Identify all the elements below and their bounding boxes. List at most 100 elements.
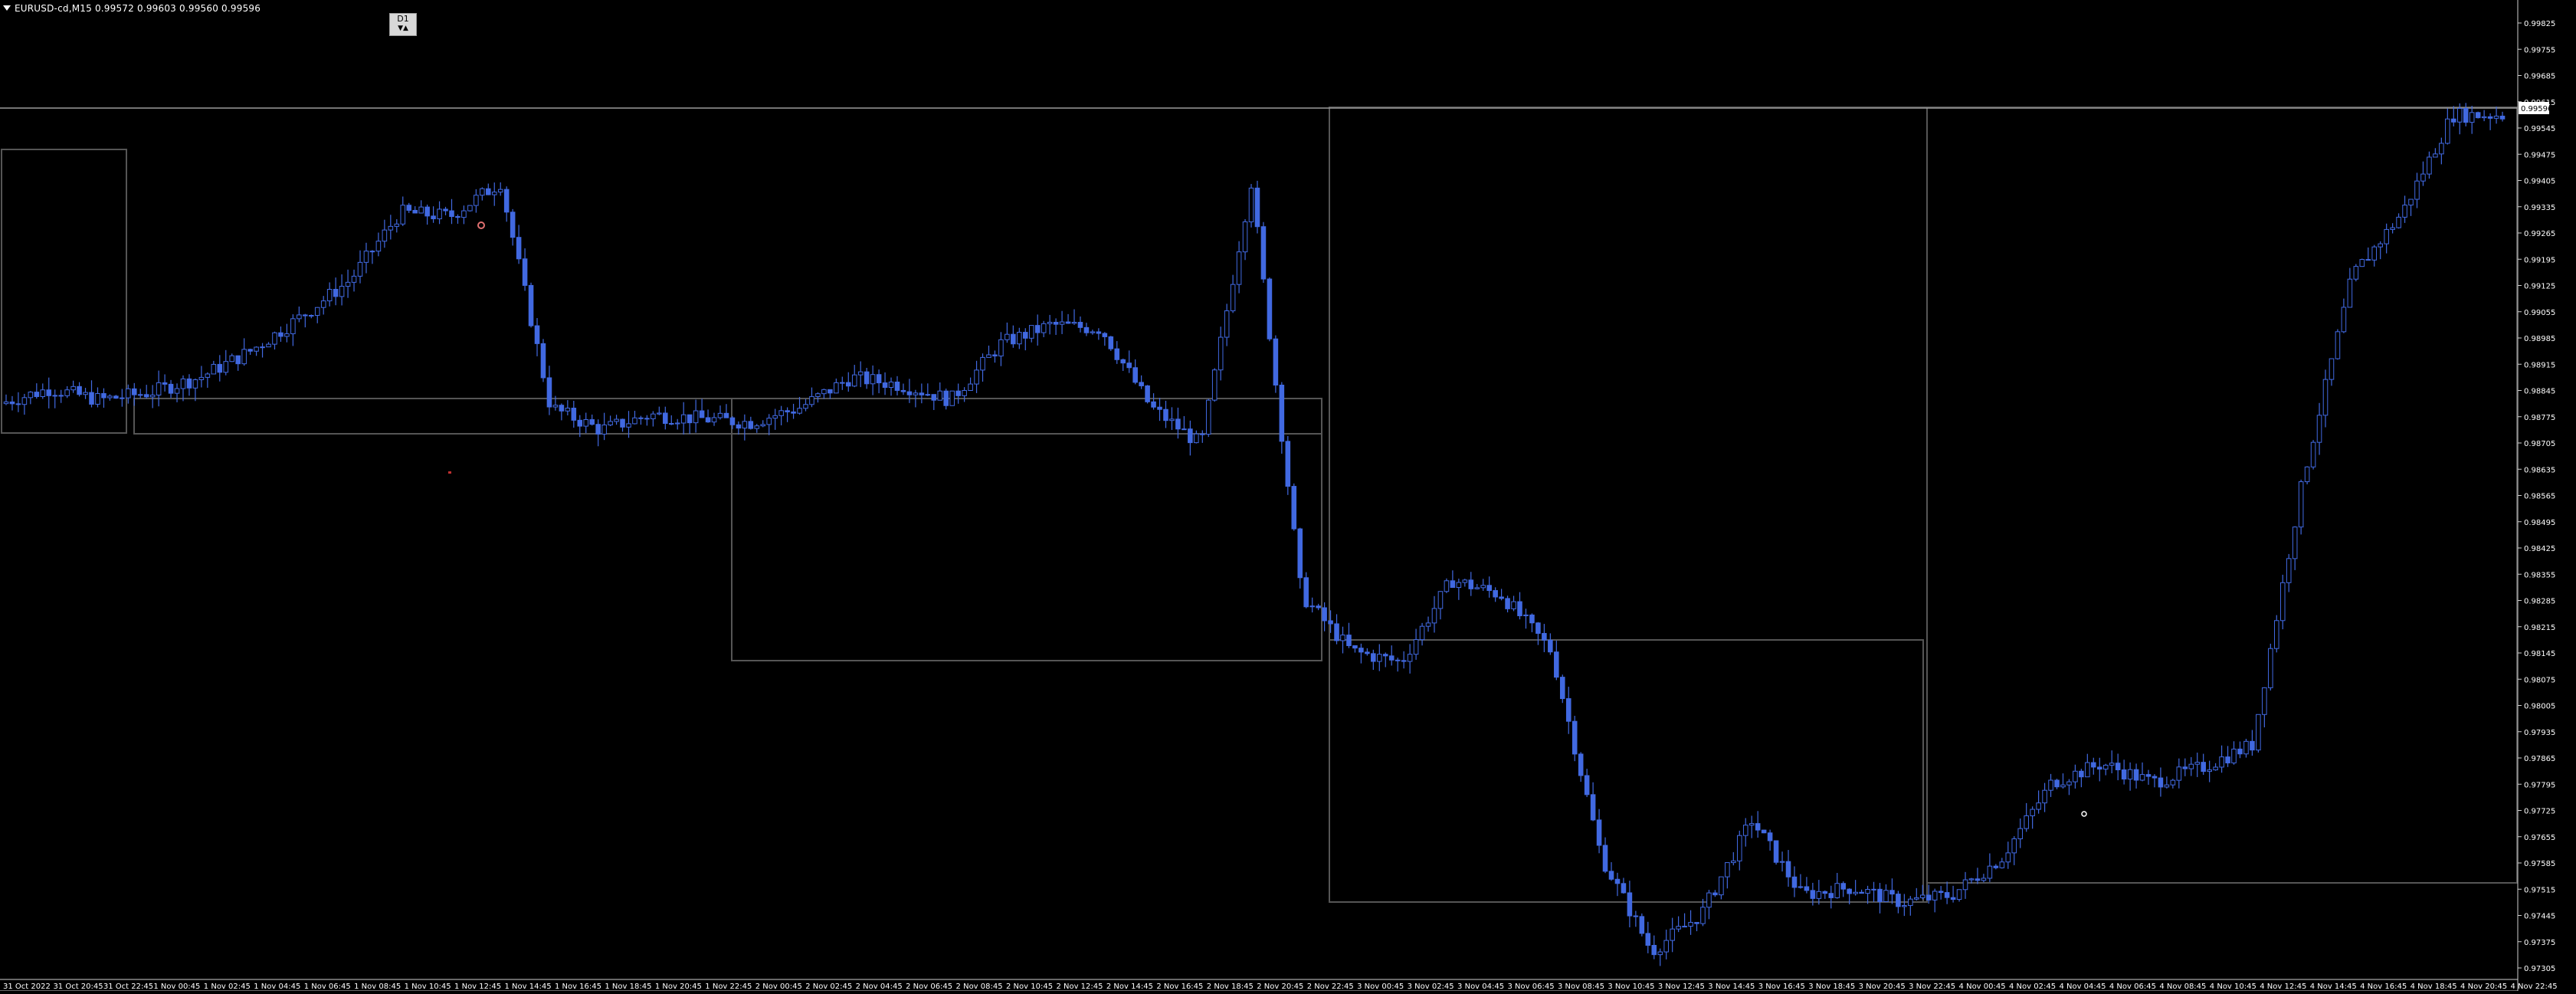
- candle-body: [1022, 332, 1028, 339]
- candle-body: [919, 392, 925, 395]
- candle-body: [2493, 116, 2499, 119]
- candle-body: [21, 397, 28, 405]
- candle-body: [2127, 769, 2133, 780]
- rectangle-object[interactable]: [1926, 107, 2518, 884]
- timeframe-button[interactable]: D1 ▼▲: [389, 13, 417, 36]
- price-label: 0.98075: [2524, 676, 2555, 684]
- candle-body: [198, 376, 205, 380]
- candle-body: [168, 383, 174, 394]
- candle-body: [2194, 762, 2201, 765]
- candle-body: [2273, 620, 2279, 649]
- candle-body: [58, 395, 64, 397]
- candle-body: [235, 355, 241, 365]
- candle-body: [1840, 883, 1846, 890]
- candle-body: [266, 343, 271, 348]
- time-axis-labels[interactable]: 31 Oct 2022 31 Oct 20:45 31 Oct 22:45 1 Nov…: [3, 983, 2558, 991]
- price-label: 0.97585: [2524, 860, 2555, 868]
- up-down-arrows-icon: ▼▲: [398, 25, 408, 32]
- candle-body: [1688, 922, 1693, 927]
- time-label: 1 Nov 12:45: [454, 983, 501, 991]
- candle-body: [375, 241, 382, 252]
- candle-body: [711, 417, 717, 423]
- candle-body: [474, 195, 479, 206]
- price-axis-labels[interactable]: 0.998250.997550.996850.996150.995450.994…: [2518, 20, 2555, 973]
- candle-body: [1571, 720, 1578, 755]
- candle-body: [241, 349, 247, 365]
- candle-body: [1511, 601, 1516, 609]
- candle-body: [931, 394, 937, 401]
- candle-body: [485, 188, 491, 195]
- time-label: 2 Nov 08:45: [956, 983, 1003, 991]
- time-label: 3 Nov 18:45: [1808, 983, 1855, 991]
- time-label: 3 Nov 06:45: [1508, 983, 1555, 991]
- candle-body: [406, 205, 412, 211]
- candle-body: [1621, 883, 1627, 894]
- candle-body: [1011, 333, 1016, 345]
- trade-markers: [448, 221, 2087, 817]
- candle-body: [1822, 891, 1828, 894]
- candle-body: [1785, 861, 1791, 878]
- time-label: 2 Nov 06:45: [906, 983, 952, 991]
- candle-body: [1157, 406, 1162, 410]
- candle-body: [1919, 894, 1925, 898]
- rectangle-object[interactable]: [1, 149, 127, 434]
- candle-body: [1486, 585, 1492, 592]
- candle-body: [1303, 577, 1309, 608]
- time-label: 2 Nov 20:45: [1257, 983, 1303, 991]
- candle-body: [278, 332, 283, 337]
- candle-body: [894, 381, 900, 391]
- candle-body: [2262, 687, 2267, 715]
- candle-body: [1614, 878, 1621, 884]
- candle-body: [962, 389, 967, 396]
- price-label: 0.99335: [2524, 204, 2555, 212]
- candle-body: [595, 424, 601, 435]
- candle-body: [339, 286, 345, 297]
- dropdown-triangle-icon[interactable]: [3, 5, 11, 11]
- candle-body: [1334, 623, 1339, 641]
- candle-body: [297, 314, 302, 320]
- candle-body: [1468, 579, 1474, 589]
- candle-body: [1230, 284, 1236, 312]
- candle-body: [1859, 891, 1864, 894]
- price-label: 0.99475: [2524, 151, 2555, 159]
- time-label: 2 Nov 02:45: [805, 983, 852, 991]
- candle-body: [1211, 369, 1218, 401]
- price-label: 0.98005: [2524, 703, 2555, 711]
- time-label: 3 Nov 12:45: [1658, 983, 1705, 991]
- candle-body: [626, 423, 631, 428]
- candle-body: [1285, 441, 1291, 487]
- time-label: 1 Nov 10:45: [405, 983, 451, 991]
- candle-body: [1804, 886, 1810, 891]
- rectangle-object[interactable]: [731, 398, 1322, 661]
- candle-body: [156, 382, 162, 395]
- candle-body: [821, 389, 827, 395]
- candle-body: [857, 371, 864, 376]
- candle-body: [351, 275, 357, 283]
- time-label: 4 Nov 00:45: [1959, 983, 2006, 991]
- candle-body: [2329, 358, 2335, 380]
- candle-body: [1871, 888, 1876, 891]
- candle-body: [778, 410, 784, 416]
- time-label: 3 Nov 20:45: [1859, 983, 1906, 991]
- candle-body: [1590, 794, 1596, 821]
- candle-body: [89, 392, 94, 405]
- price-label: 0.98215: [2524, 624, 2555, 632]
- candle-body: [64, 389, 70, 396]
- candle-body: [2420, 173, 2426, 182]
- candle-body: [742, 421, 748, 429]
- candle-body: [290, 318, 296, 335]
- candle-body: [388, 225, 394, 231]
- candle-body: [955, 390, 961, 396]
- time-label: 4 Nov 02:45: [2009, 983, 2056, 991]
- time-label: 2 Nov 04:45: [856, 983, 903, 991]
- candle-body: [2353, 266, 2359, 280]
- candle-body: [1950, 897, 1956, 901]
- rectangle-object[interactable]: [1329, 639, 1924, 903]
- candle-body: [2102, 764, 2109, 770]
- candle-body: [113, 395, 119, 399]
- candle-body: [1163, 408, 1168, 422]
- candle-body: [284, 333, 290, 337]
- candle-body: [357, 261, 363, 277]
